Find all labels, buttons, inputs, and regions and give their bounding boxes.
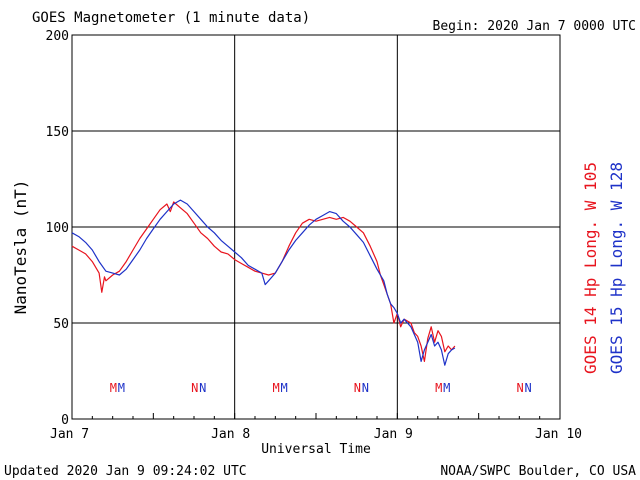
- legend-goes14: GOES 14 Hp Long. W 105: [581, 162, 600, 374]
- x-axis-label: Universal Time: [261, 442, 371, 457]
- marker-goes15: M: [280, 381, 287, 395]
- begin-time: Begin: 2020 Jan 7 0000 UTC: [433, 19, 637, 34]
- y-tick-label: 0: [61, 413, 69, 428]
- marker-goes15: N: [199, 381, 206, 395]
- marker-goes14: N: [354, 381, 361, 395]
- axis-ticks: 0 50 100 150 200 Jan 7 Jan 8 Jan 9 Jan 10: [46, 29, 582, 442]
- y-tick-label: 200: [46, 29, 69, 44]
- x-tick-label: Jan 9: [374, 427, 413, 442]
- series-group: [71, 199, 456, 366]
- marker-goes14: M: [272, 381, 279, 395]
- marker-goes14: N: [191, 381, 198, 395]
- x-tick-label: Jan 10: [535, 427, 582, 442]
- series-goes14-line: [71, 201, 456, 362]
- x-tick-label: Jan 7: [50, 427, 89, 442]
- grid-lines: [72, 35, 560, 419]
- marker-goes14: N: [516, 381, 523, 395]
- y-axis-label: NanoTesla (nT): [11, 180, 30, 315]
- legend-goes15: GOES 15 Hp Long. W 128: [607, 162, 626, 374]
- updated-timestamp: Updated 2020 Jan 9 09:24:02 UTC: [4, 464, 247, 479]
- agency-credit: NOAA/SWPC Boulder, CO USA: [440, 464, 636, 479]
- x-tick-label: Jan 8: [211, 427, 250, 442]
- marker-goes14: M: [110, 381, 117, 395]
- marker-goes15: M: [443, 381, 450, 395]
- marker-goes15: M: [118, 381, 125, 395]
- series-goes15-line: [71, 199, 456, 366]
- marker-goes14: M: [435, 381, 442, 395]
- marker-goes15: N: [362, 381, 369, 395]
- y-tick-label: 50: [53, 317, 69, 332]
- chart-title: GOES Magnetometer (1 minute data): [32, 10, 310, 26]
- y-tick-label: 150: [46, 125, 69, 140]
- marker-goes15: N: [524, 381, 531, 395]
- y-tick-label: 100: [46, 221, 69, 236]
